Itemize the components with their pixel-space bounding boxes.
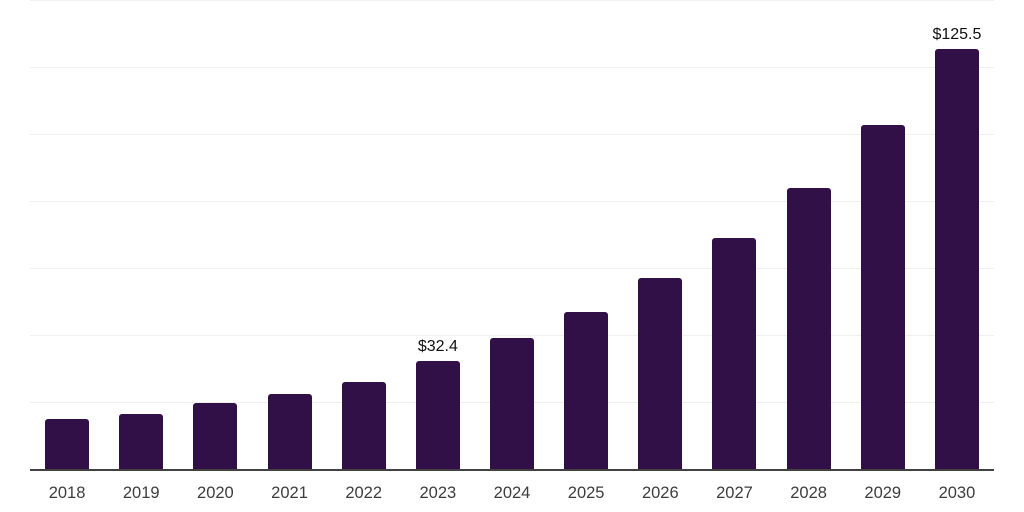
bar-2019 [119,413,164,470]
value-label-2023: $32.4 [417,338,458,356]
x-tick-label-2028: 2028 [790,484,827,502]
x-tick-label-2026: 2026 [641,484,679,502]
bar-2026 [638,277,683,470]
bar-2029 [860,124,905,470]
value-label-2030: $125.5 [932,25,982,43]
gridline-80 [30,200,994,202]
x-axis-tick-labels: 2018 2019 2020 2021 2022 2023 2024 2025 2026 2027… [30,471,994,511]
gridline-140 [30,0,994,1]
plot-area: $32.4 $125.5 [30,0,994,470]
gridline-40 [30,335,994,337]
bar-2025 [564,311,609,470]
bar-2028 [786,188,831,470]
x-tick-label-2025: 2025 [567,484,605,502]
x-axis-line [30,469,994,471]
bar-2022 [341,382,386,470]
bar-2027 [712,237,757,470]
x-tick-label-2022: 2022 [345,484,383,502]
x-tick-label-2019: 2019 [122,484,160,502]
gridline-60 [30,268,994,270]
gridline-120 [30,66,994,68]
bar-2021 [267,394,312,470]
x-tick-label-2023: 2023 [419,484,457,502]
gridline-100 [30,133,994,135]
bar-2020 [193,403,238,470]
x-tick-label-2018: 2018 [48,484,86,502]
x-tick-label-2029: 2029 [864,484,902,502]
x-tick-label-2030: 2030 [938,484,976,502]
bar-2018 [45,418,90,470]
bar-2024 [490,338,534,470]
bar-2030 [934,48,979,470]
x-tick-label-2024: 2024 [493,484,531,502]
x-tick-label-2021: 2021 [271,484,308,502]
bar-2023 [415,361,460,470]
x-tick-label-2020: 2020 [197,484,234,502]
x-tick-label-2027: 2027 [716,484,753,502]
